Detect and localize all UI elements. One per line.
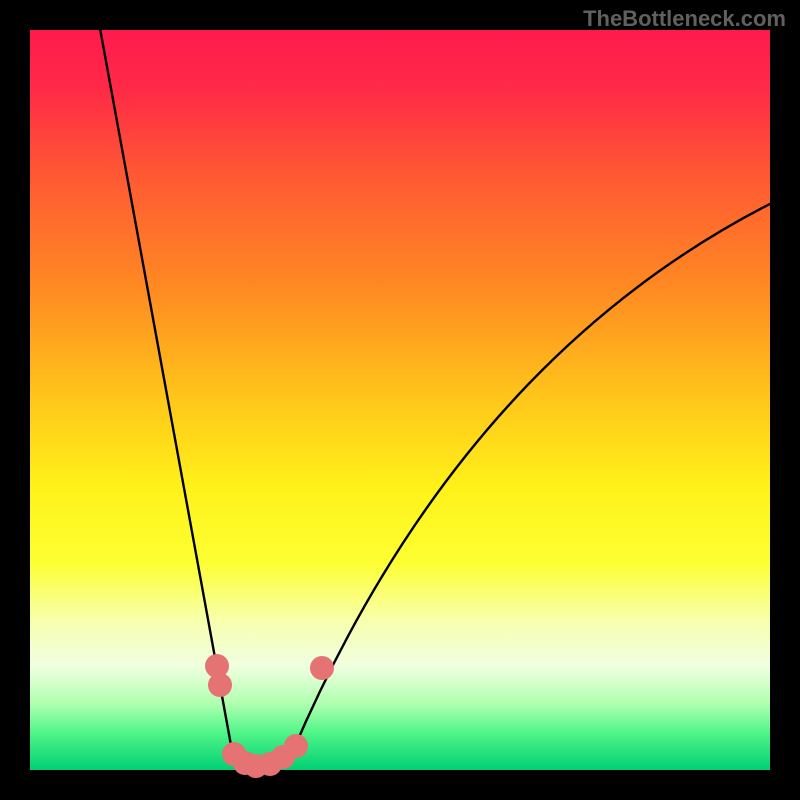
bottleneck-curve <box>100 30 770 769</box>
watermark-text: TheBottleneck.com <box>583 6 786 32</box>
curve-svg <box>30 30 770 770</box>
plot-area <box>30 30 770 770</box>
